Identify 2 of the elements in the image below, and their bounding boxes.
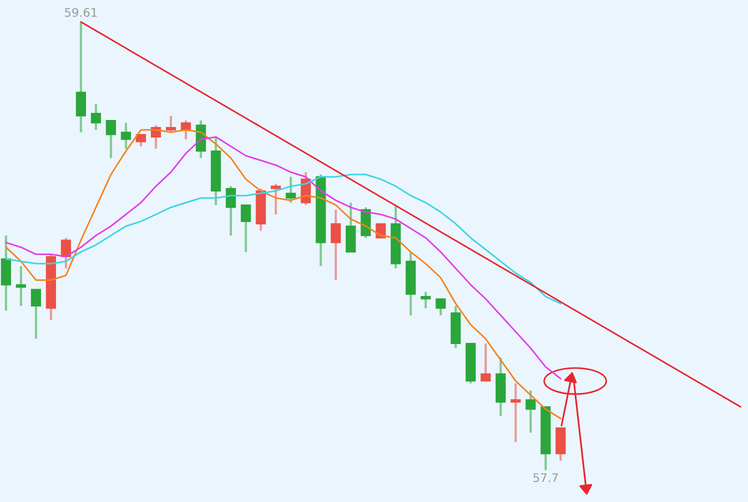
annotation: 59.61 <box>64 8 97 17</box>
annotation: 57.7 <box>533 473 558 482</box>
